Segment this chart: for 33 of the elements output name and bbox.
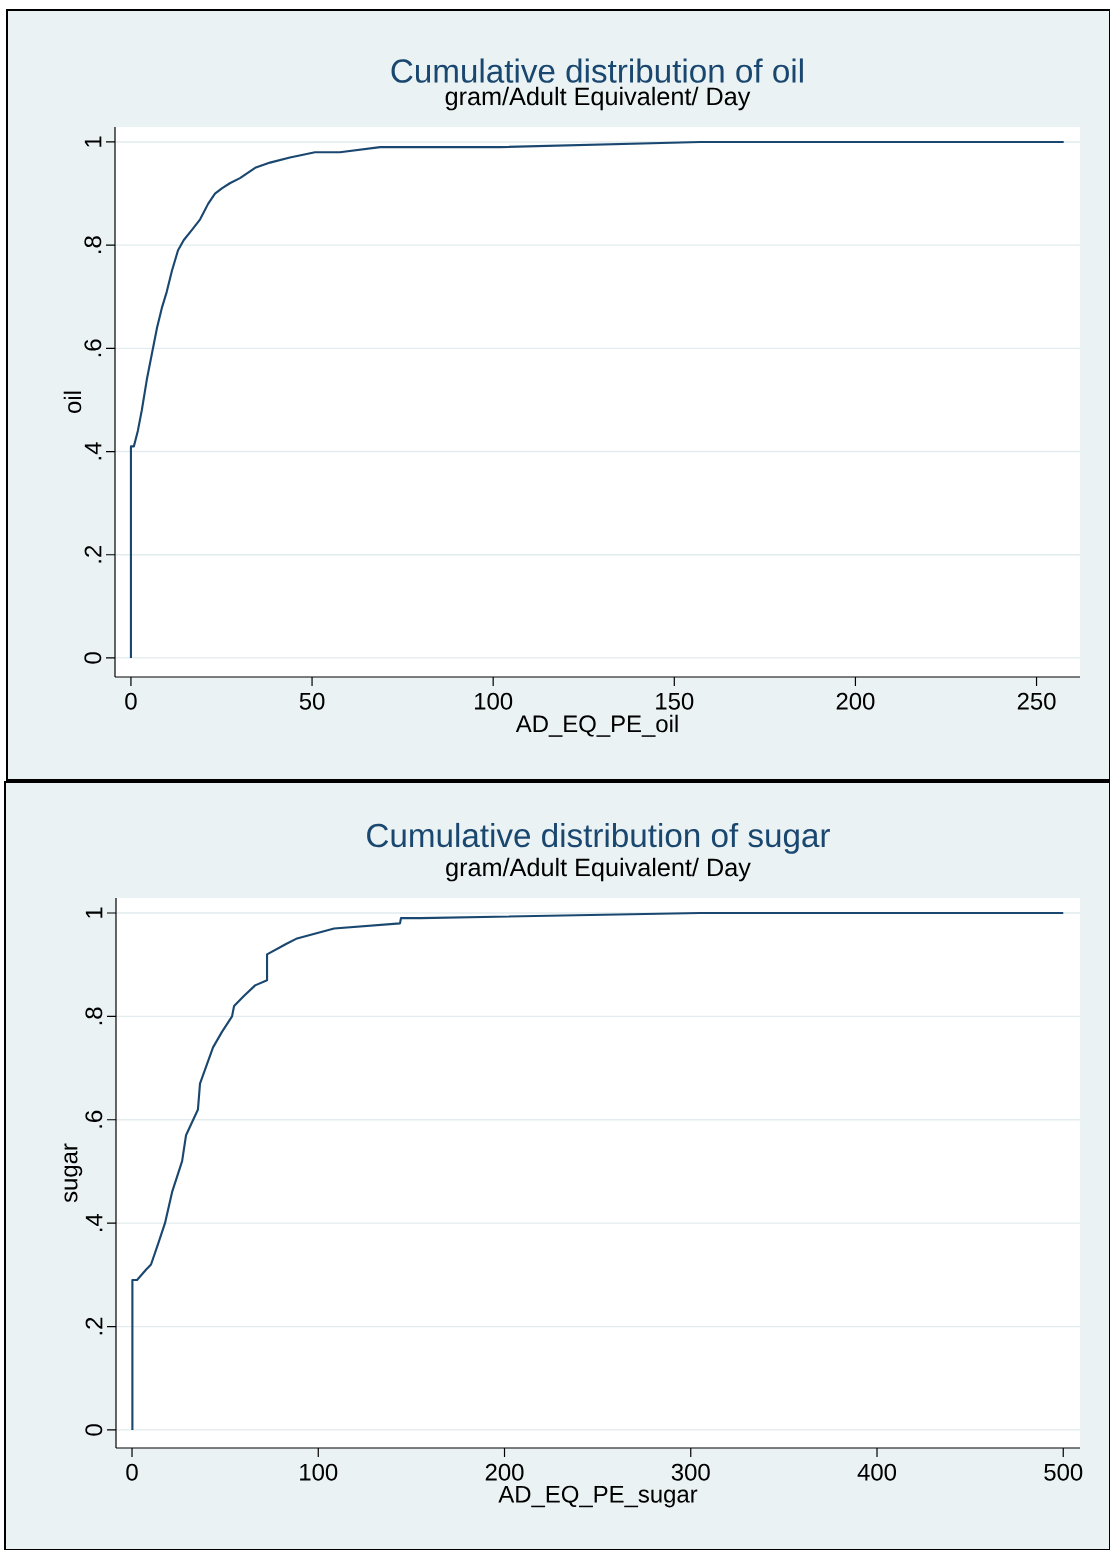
x-tick-label: 100 (300, 1463, 338, 1481)
x-tick-label: 50 (299, 692, 325, 710)
y-tick-label: 1 (85, 907, 103, 918)
chart-title: Cumulative distribution of oil (391, 58, 803, 83)
chart-title: Cumulative distribution of sugar (367, 822, 830, 854)
y-axis-title: sugar (64, 1143, 83, 1203)
x-tick-label: 300 (671, 1463, 710, 1481)
x-axis-title: AD_EQ_PE_sugar (498, 1485, 698, 1508)
y-tick-label: .8 (84, 236, 102, 253)
x-tick-label: 250 (1017, 692, 1056, 710)
x-tick-label: 100 (475, 692, 513, 710)
y-tick-label: .4 (84, 442, 102, 460)
y-axis-title: oil (63, 391, 82, 413)
y-tick-label: .6 (84, 339, 102, 357)
y-tick-label: 0 (85, 1424, 103, 1436)
y-tick-label: 1 (84, 136, 102, 147)
x-axis-title: AD_EQ_PE_oil (515, 714, 678, 737)
y-tick-label: .4 (85, 1213, 103, 1231)
x-tick-label: 200 (836, 692, 875, 710)
line-series (131, 911, 1065, 1431)
y-tick-label: .8 (85, 1007, 103, 1025)
x-tick-label: 500 (1044, 1463, 1083, 1481)
chart-subtitle: gram/Adult Equivalent/ Day (445, 86, 751, 111)
x-tick-label: 0 (126, 1463, 138, 1481)
x-tick-label: 400 (857, 1463, 897, 1481)
x-tick-label: 200 (485, 1463, 524, 1481)
x-tick-label: 150 (656, 692, 694, 710)
y-tick-label: .6 (85, 1110, 103, 1128)
y-tick-label: .2 (84, 545, 102, 563)
y-tick-label: 0 (84, 652, 102, 664)
x-tick-label: 0 (125, 692, 137, 710)
chart-subtitle: gram/Adult Equivalent/ Day (446, 857, 751, 882)
y-tick-label: .2 (85, 1317, 103, 1335)
